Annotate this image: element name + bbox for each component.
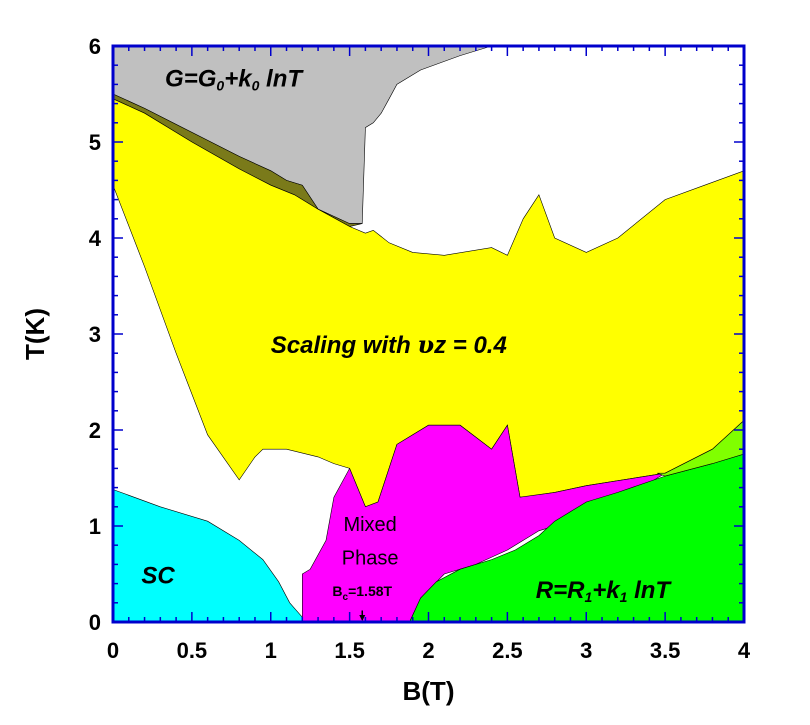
- regions-layer: [112, 45, 745, 623]
- critical-field-arrowhead: [359, 615, 366, 621]
- x-axis-title: B(T): [403, 676, 455, 706]
- log-resistance-label: R=R1+k1 lnT: [536, 577, 673, 605]
- log-resistance-label-label-sub1: 1: [584, 589, 592, 605]
- y-tick-label: 4: [89, 226, 102, 251]
- critical-field-label-main: B: [332, 583, 342, 599]
- mixed-phase-label-line2: Phase: [342, 547, 399, 569]
- y-tick-label: 5: [89, 130, 101, 155]
- scaling-label-label-greek: υ: [417, 330, 434, 359]
- ticks-layer: 0 0.5 1 1.5 2 2.5 3 3.5 4 0 1 2 3 4 5 6: [89, 34, 751, 663]
- log-resistance-label-label-main: R=R: [536, 577, 585, 604]
- y-axis-title: T(K): [20, 308, 50, 360]
- log-conductance-label-label-end: lnT: [259, 65, 304, 92]
- log-resistance-label-label-sub2: 1: [620, 589, 628, 605]
- log-conductance-label: G=G0+k0 lnT: [165, 65, 304, 93]
- critical-field-label-end: =1.58T: [348, 583, 392, 599]
- x-tick-label: 0: [107, 638, 119, 663]
- y-tick-label: 0: [89, 610, 101, 635]
- log-conductance-label-label-sub1: 0: [216, 77, 224, 93]
- scaling-label: Scaling with υz = 0.4: [271, 330, 507, 359]
- x-tick-label: 0.5: [177, 638, 208, 663]
- x-tick-label: 2: [422, 638, 434, 663]
- x-tick-label: 3.5: [650, 638, 681, 663]
- log-conductance-label-label-mid: +k: [224, 65, 253, 92]
- mixed-phase-label-line1: Mixed: [343, 514, 396, 536]
- log-resistance-label-label-mid: +k: [592, 577, 621, 604]
- y-tick-label: 6: [89, 34, 101, 59]
- labels-layer: G=G0+k0 lnT Scaling with υz = 0.4 Mixed …: [141, 65, 672, 621]
- scaling-label-label-end: z = 0.4: [433, 332, 507, 359]
- log-conductance-label-label-main: G=G: [165, 65, 216, 92]
- x-tick-label: 1: [265, 638, 277, 663]
- region-mixed-phase: [301, 424, 666, 623]
- scaling-label-label-main: Scaling with: [271, 332, 418, 359]
- y-tick-label: 2: [89, 418, 101, 443]
- region-superconductor: [112, 489, 303, 623]
- superconductor-label: SC: [141, 563, 175, 590]
- log-resistance-label-label-end: lnT: [627, 577, 672, 604]
- x-tick-label: 2.5: [492, 638, 523, 663]
- y-tick-label: 3: [89, 322, 101, 347]
- x-tick-label: 3: [580, 638, 592, 663]
- log-conductance-label-label-sub2: 0: [252, 77, 260, 93]
- y-tick-label: 1: [89, 514, 101, 539]
- critical-field-label-sub: c: [343, 592, 349, 603]
- x-tick-label: 1.5: [334, 638, 365, 663]
- critical-field-label: Bc=1.58T: [332, 583, 392, 603]
- x-tick-label: 4: [738, 638, 751, 663]
